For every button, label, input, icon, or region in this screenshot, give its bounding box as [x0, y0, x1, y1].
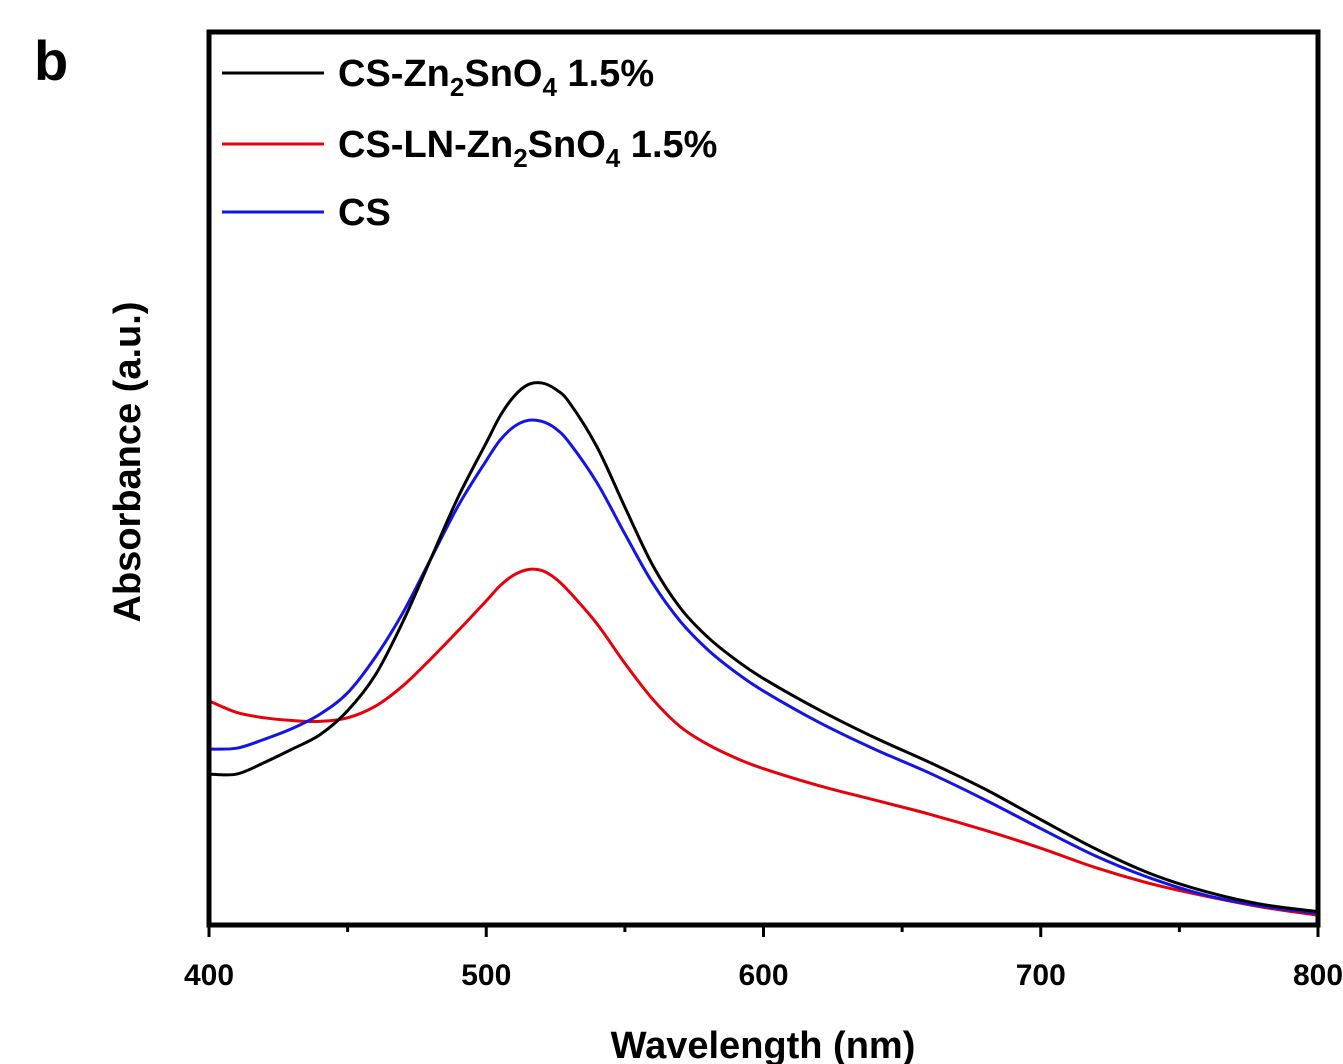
series-line-2	[208, 418, 1319, 915]
legend-label-1: CS-LN-Zn2SnO4 1.5%	[338, 124, 717, 173]
x-axis-ticks: 400 500 600 700 800	[184, 925, 1343, 992]
series-line-1	[208, 567, 1319, 917]
legend-label-0: CS-Zn2SnO4 1.5%	[338, 53, 654, 102]
panel-label: b	[34, 29, 69, 92]
x-tick-label: 800	[1293, 959, 1343, 992]
x-tick-label: 600	[738, 959, 788, 992]
legend-label-2: CS	[338, 192, 391, 234]
x-tick-label: 400	[184, 959, 234, 992]
x-tick-label: 500	[461, 959, 511, 992]
series-lines	[208, 381, 1319, 917]
legend: CS-Zn2SnO4 1.5% CS-LN-Zn2SnO4 1.5% CS	[222, 53, 717, 234]
x-tick-label: 700	[1016, 959, 1066, 992]
x-axis-title: Wavelength (nm)	[611, 1025, 916, 1064]
series-line-0	[208, 381, 1319, 914]
y-axis-title: Absorbance (a.u.)	[107, 302, 149, 623]
